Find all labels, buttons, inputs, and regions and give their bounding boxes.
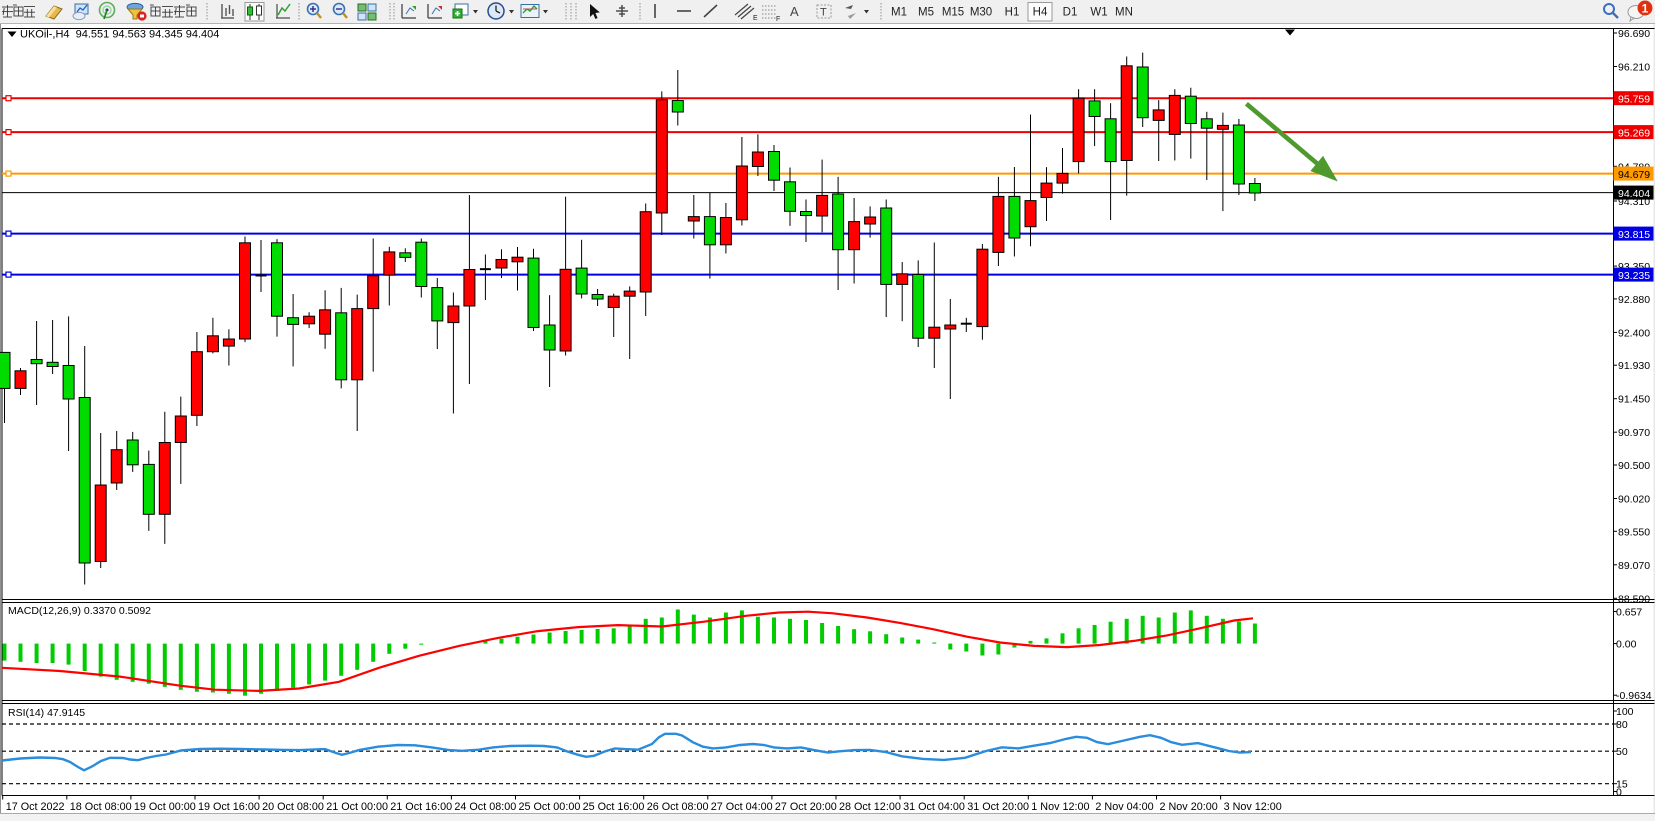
svg-text:A: A — [790, 4, 799, 19]
svg-text:M15: M15 — [942, 7, 964, 19]
svg-text:25 Oct 00:00: 25 Oct 00:00 — [519, 801, 581, 813]
svg-text:93.815: 93.815 — [1618, 229, 1650, 241]
svg-text:F: F — [776, 16, 780, 23]
svg-text:90.020: 90.020 — [1618, 494, 1650, 506]
svg-text:95.759: 95.759 — [1618, 93, 1650, 105]
svg-text:T: T — [820, 7, 827, 19]
svg-text:91.450: 91.450 — [1618, 394, 1650, 406]
svg-text:50: 50 — [1616, 746, 1628, 758]
svg-text:100: 100 — [1616, 706, 1634, 718]
svg-text:28 Oct 12:00: 28 Oct 12:00 — [839, 801, 901, 813]
svg-text:24 Oct 08:00: 24 Oct 08:00 — [454, 801, 516, 813]
svg-text:19 Oct 00:00: 19 Oct 00:00 — [134, 801, 196, 813]
svg-text:19 Oct 16:00: 19 Oct 16:00 — [198, 801, 260, 813]
svg-text:MACD(12,26,9) 0.3370 0.5092: MACD(12,26,9) 0.3370 0.5092 — [8, 605, 151, 617]
svg-text:-0.9634: -0.9634 — [1616, 690, 1652, 702]
svg-text:17 Oct 2022: 17 Oct 2022 — [6, 801, 65, 813]
svg-text:1 Nov 12:00: 1 Nov 12:00 — [1031, 801, 1089, 813]
svg-text:90.500: 90.500 — [1618, 460, 1650, 472]
svg-text:94.679: 94.679 — [1618, 169, 1650, 181]
svg-text:95.269: 95.269 — [1618, 127, 1650, 139]
svg-text:2 Nov 04:00: 2 Nov 04:00 — [1095, 801, 1153, 813]
svg-text:92.880: 92.880 — [1618, 294, 1650, 306]
svg-text:89.070: 89.070 — [1618, 560, 1650, 572]
svg-text:20 Oct 08:00: 20 Oct 08:00 — [262, 801, 324, 813]
svg-text:UKOil-,H4 94.551 94.563 94.34: UKOil-,H4 94.551 94.563 94.345 94.404 — [20, 29, 219, 41]
svg-text:26 Oct 08:00: 26 Oct 08:00 — [647, 801, 709, 813]
svg-text:80: 80 — [1616, 719, 1628, 731]
svg-text:91.930: 91.930 — [1618, 360, 1650, 372]
svg-text:18 Oct 08:00: 18 Oct 08:00 — [70, 801, 132, 813]
svg-text:96.210: 96.210 — [1618, 62, 1650, 74]
svg-text:0.00: 0.00 — [1616, 639, 1637, 651]
svg-text:3 Nov 12:00: 3 Nov 12:00 — [1224, 801, 1282, 813]
svg-text:96.690: 96.690 — [1618, 28, 1650, 40]
svg-text:27 Oct 04:00: 27 Oct 04:00 — [711, 801, 773, 813]
svg-text:RSI(14) 47.9145: RSI(14) 47.9145 — [8, 707, 85, 719]
svg-text:D1: D1 — [1063, 7, 1078, 19]
svg-text:H1: H1 — [1005, 7, 1020, 19]
svg-text:M30: M30 — [970, 7, 992, 19]
svg-text:31 Oct 20:00: 31 Oct 20:00 — [967, 801, 1029, 813]
svg-text:H4: H4 — [1033, 7, 1048, 19]
svg-text:M1: M1 — [891, 7, 907, 19]
svg-text:21 Oct 16:00: 21 Oct 16:00 — [390, 801, 452, 813]
svg-text:0: 0 — [1616, 787, 1622, 799]
svg-text:88.590: 88.590 — [1618, 593, 1650, 605]
svg-text:MN: MN — [1115, 7, 1133, 19]
svg-text:27 Oct 20:00: 27 Oct 20:00 — [775, 801, 837, 813]
svg-text:25 Oct 16:00: 25 Oct 16:00 — [583, 801, 645, 813]
svg-text:E: E — [753, 15, 758, 22]
svg-text:94.404: 94.404 — [1618, 188, 1650, 200]
svg-text:90.970: 90.970 — [1618, 427, 1650, 439]
svg-text:2 Nov 20:00: 2 Nov 20:00 — [1160, 801, 1218, 813]
svg-text:89.550: 89.550 — [1618, 526, 1650, 538]
svg-text:31 Oct 04:00: 31 Oct 04:00 — [903, 801, 965, 813]
svg-text:W1: W1 — [1090, 7, 1107, 19]
svg-text:93.235: 93.235 — [1618, 270, 1650, 282]
svg-text:21 Oct 00:00: 21 Oct 00:00 — [326, 801, 388, 813]
svg-text:1: 1 — [1642, 2, 1649, 16]
svg-text:0.657: 0.657 — [1616, 607, 1642, 619]
svg-text:92.400: 92.400 — [1618, 327, 1650, 339]
svg-text:M5: M5 — [918, 7, 934, 19]
